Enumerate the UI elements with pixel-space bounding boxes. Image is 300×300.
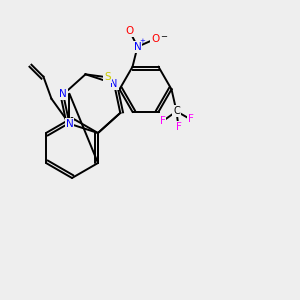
- Text: F: F: [160, 116, 165, 126]
- Text: N: N: [134, 42, 141, 52]
- Text: C: C: [173, 106, 180, 116]
- Text: F: F: [176, 122, 182, 132]
- Text: N: N: [59, 89, 67, 99]
- Text: O: O: [125, 26, 134, 36]
- Text: O: O: [152, 34, 160, 44]
- Text: N: N: [110, 79, 118, 88]
- Text: N: N: [66, 119, 73, 129]
- Text: +: +: [140, 38, 146, 44]
- Text: −: −: [160, 32, 167, 41]
- Text: F: F: [188, 114, 194, 124]
- Text: S: S: [104, 72, 111, 82]
